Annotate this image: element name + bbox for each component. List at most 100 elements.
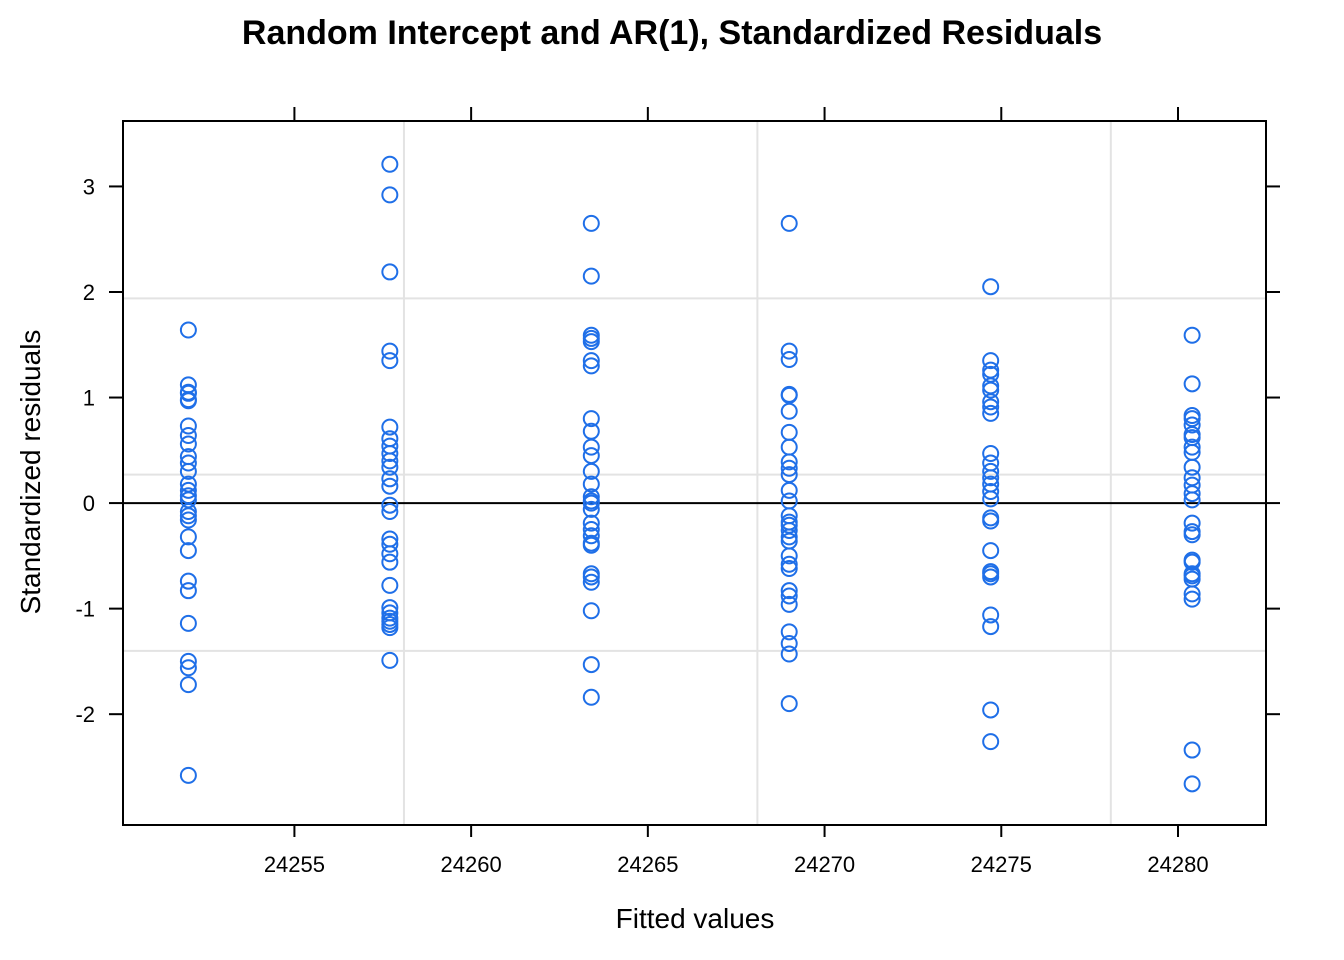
data-point: [982, 490, 1000, 508]
data-point: [381, 418, 399, 436]
data-point: [780, 459, 798, 477]
data-point: [1183, 526, 1201, 544]
data-point: [582, 488, 600, 506]
axes-layer: 24255 24260 24265 24270 24275 24280 -2 -1 0 1 2 3: [75, 107, 1280, 877]
data-point: [982, 404, 1000, 422]
data-point: [1183, 375, 1201, 393]
data-point: [381, 496, 399, 514]
data-point: [179, 542, 197, 560]
data-point: [582, 494, 600, 512]
data-point: [982, 733, 1000, 751]
data-point: [1183, 514, 1201, 532]
data-point: [780, 555, 798, 573]
y-tick-label: 0: [83, 491, 95, 516]
data-point: [179, 392, 197, 410]
data-point: [780, 423, 798, 441]
data-point: [780, 582, 798, 600]
data-point: [179, 462, 197, 480]
data-point: [982, 352, 1000, 370]
data-point: [780, 214, 798, 232]
y-tick-label: 2: [83, 280, 95, 305]
data-point: [982, 606, 1000, 624]
data-point: [179, 511, 197, 529]
data-point: [982, 701, 1000, 719]
data-point: [780, 522, 798, 540]
data-point: [982, 398, 1000, 416]
data-point: [179, 321, 197, 339]
y-tick-label: -1: [75, 597, 95, 622]
data-point: [780, 547, 798, 565]
data-point: [780, 560, 798, 578]
data-point: [381, 155, 399, 173]
data-point: [381, 576, 399, 594]
data-point: [582, 688, 600, 706]
data-point: [179, 676, 197, 694]
data-point: [780, 438, 798, 456]
data-point: [1183, 585, 1201, 603]
data-point: [381, 470, 399, 488]
data-point: [982, 462, 1000, 480]
data-point: [1183, 458, 1201, 476]
data-point: [179, 614, 197, 632]
data-point: [381, 619, 399, 637]
data-point: [582, 573, 600, 591]
data-point: [381, 458, 399, 476]
data-point: [381, 535, 399, 553]
data-point: [179, 528, 197, 546]
data-point: [179, 766, 197, 784]
data-point: [582, 333, 600, 351]
data-point: [582, 514, 600, 532]
data-point: [381, 503, 399, 521]
data-point: [780, 634, 798, 652]
y-tick-label: -2: [75, 702, 95, 727]
data-point: [381, 444, 399, 462]
plot-frame: [122, 120, 1267, 826]
data-point: [1183, 775, 1201, 793]
y-tick-label: 3: [83, 174, 95, 199]
data-point: [1183, 326, 1201, 344]
x-tick-label: 24260: [441, 852, 502, 877]
points-layer: [179, 155, 1201, 793]
data-point: [179, 507, 197, 525]
data-point: [582, 410, 600, 428]
data-point: [780, 528, 798, 546]
data-point: [582, 462, 600, 480]
data-point: [179, 435, 197, 453]
data-point: [582, 352, 600, 370]
data-point: [1183, 491, 1201, 509]
data-point: [582, 475, 600, 493]
data-point: [381, 477, 399, 495]
data-point: [582, 214, 600, 232]
data-point: [381, 263, 399, 281]
x-tick-label: 24255: [264, 852, 325, 877]
data-point: [780, 623, 798, 641]
x-tick-label: 24270: [794, 852, 855, 877]
data-point: [381, 599, 399, 617]
data-point: [381, 352, 399, 370]
data-point: [780, 695, 798, 713]
data-point: [179, 384, 197, 402]
data-point: [780, 587, 798, 605]
data-point: [582, 536, 600, 554]
data-point: [1183, 553, 1201, 571]
data-point: [582, 438, 600, 456]
data-point: [179, 417, 197, 435]
data-point: [982, 512, 1000, 530]
data-point: [582, 500, 600, 518]
data-point: [582, 602, 600, 620]
x-tick-label: 24265: [617, 852, 678, 877]
data-point: [982, 469, 1000, 487]
data-point: [780, 386, 798, 404]
chart-title: Random Intercept and AR(1), Standardized…: [242, 14, 1102, 52]
grid-layer: [123, 121, 1266, 825]
data-point: [1183, 485, 1201, 503]
data-point: [780, 645, 798, 663]
data-point: [1183, 741, 1201, 759]
data-point: [582, 357, 600, 375]
data-point: [381, 651, 399, 669]
data-point: [982, 568, 1000, 586]
y-axis-label: Standardized residuals: [15, 330, 46, 615]
data-point: [179, 503, 197, 521]
data-point: [179, 582, 197, 600]
data-point: [982, 542, 1000, 560]
